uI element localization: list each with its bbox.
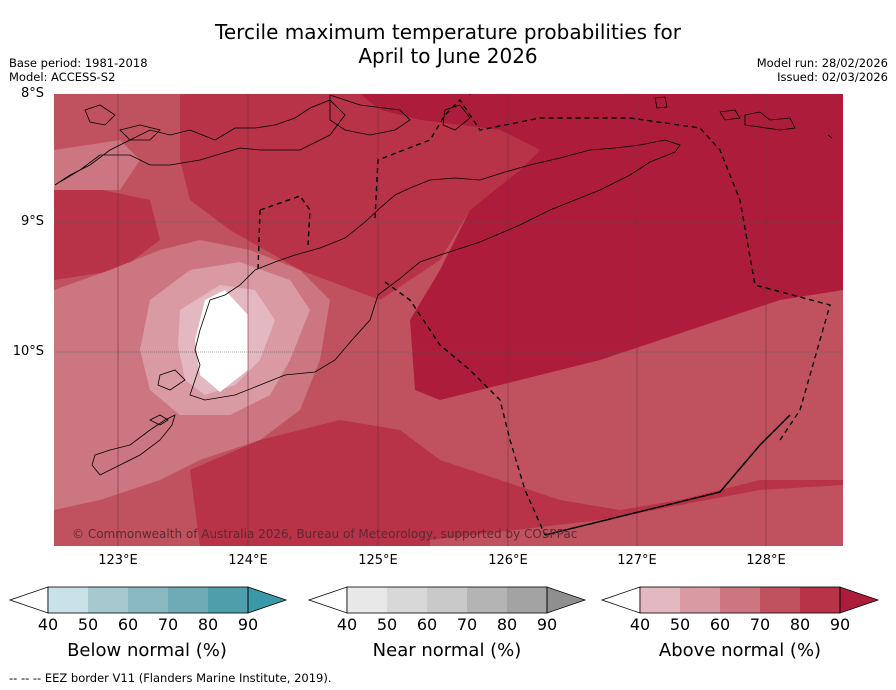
cb-above-tick: 80	[789, 615, 811, 634]
cb-above-tick: 90	[829, 615, 851, 634]
colorbar-below-normal	[8, 586, 288, 614]
lon-label-127e: 127°E	[617, 553, 657, 568]
cb-below-tick: 40	[37, 615, 59, 634]
cb-near-label: Near normal (%)	[372, 640, 522, 661]
lon-label-128e: 128°E	[746, 553, 786, 568]
cb-below-label: Below normal (%)	[67, 640, 227, 661]
probability-field: © Commonwealth of Australia 2026, Bureau…	[54, 94, 843, 546]
field-80-90	[180, 94, 540, 300]
lon-label-123e: 123°E	[98, 553, 138, 568]
graticule	[54, 221, 843, 353]
cb-near-tick: 60	[416, 615, 438, 634]
lon-label-126e: 126°E	[488, 553, 528, 568]
colorbar-near-normal	[307, 586, 587, 614]
base-period: Base period: 1981-2018	[9, 56, 148, 70]
cb-above-tick: 50	[669, 615, 691, 634]
model-name: Model: ACCESS-S2	[9, 70, 116, 84]
cb-below-tick: 70	[157, 615, 179, 634]
eez-footnote: -- -- -- EEZ border V11 (Flanders Marine…	[9, 671, 332, 685]
copyright-text: © Commonwealth of Australia 2026, Bureau…	[72, 527, 577, 541]
lon-label-125e: 125°E	[358, 553, 398, 568]
model-run: Model run: 28/02/2026	[756, 56, 888, 70]
issued-date: Issued: 02/03/2026	[777, 70, 888, 84]
title-line-1: Tercile maximum temperature probabilitie…	[215, 20, 681, 44]
cb-above-tick: 70	[749, 615, 771, 634]
lat-label-9s: 9°S	[20, 214, 44, 229]
title-line-2: April to June 2026	[358, 44, 538, 68]
coastlines	[54, 94, 833, 476]
lat-label-10s: 10°S	[12, 344, 44, 359]
field-above-90	[360, 94, 843, 400]
lon-label-124e: 124°E	[228, 553, 268, 568]
cb-near-tick: 90	[536, 615, 558, 634]
cb-near-tick: 40	[336, 615, 358, 634]
cb-near-tick: 70	[456, 615, 478, 634]
cb-below-tick: 80	[197, 615, 219, 634]
cb-below-tick: 90	[237, 615, 259, 634]
map-title: Tercile maximum temperature probabilitie…	[0, 20, 896, 68]
lat-label-8s: 8°S	[20, 86, 44, 101]
cb-near-tick: 50	[376, 615, 398, 634]
colorbar-above-normal	[600, 586, 880, 614]
cb-above-label: Above normal (%)	[658, 640, 822, 661]
meta-left: Base period: 1981-2018 Model: ACCESS-S2	[9, 56, 148, 84]
cb-above-tick: 60	[709, 615, 731, 634]
meta-right: Model run: 28/02/2026 Issued: 02/03/2026	[757, 56, 888, 84]
cb-above-tick: 40	[629, 615, 651, 634]
cb-below-tick: 50	[77, 615, 99, 634]
cb-below-tick: 60	[117, 615, 139, 634]
cb-near-tick: 80	[496, 615, 518, 634]
field-no-signal	[195, 290, 248, 392]
